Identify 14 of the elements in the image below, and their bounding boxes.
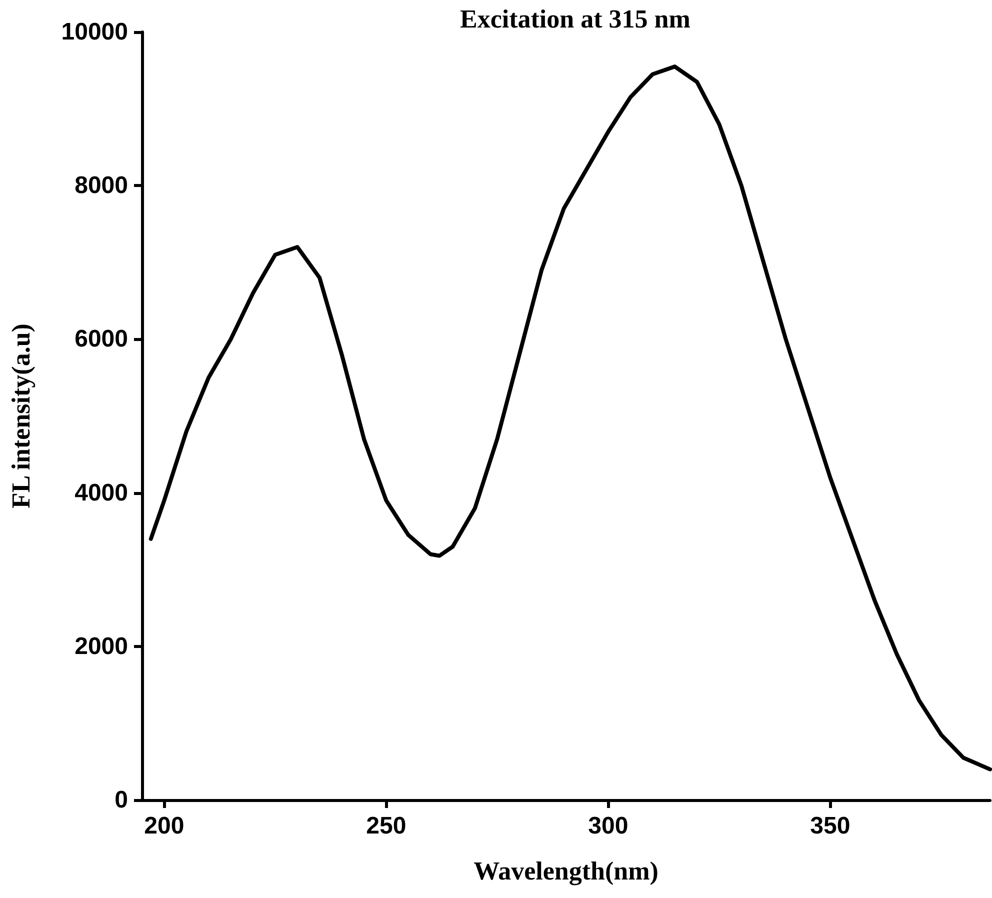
y-tick-label: 4000 [74, 479, 128, 506]
x-tick-label: 350 [810, 812, 850, 840]
x-tick-label: 200 [144, 812, 184, 840]
x-tick-label: 250 [366, 812, 406, 840]
x-axis-title: Wavelength(nm) [474, 856, 658, 886]
y-tick-label: 0 [114, 786, 128, 814]
line-series [148, 64, 992, 772]
y-tick-label: 8000 [74, 172, 128, 200]
y-tick-label: 10000 [61, 18, 128, 46]
y-tick-label: 2000 [74, 632, 128, 660]
annotation: Excitation at 315 nm [460, 4, 691, 34]
y-tick-label: 6000 [74, 326, 128, 353]
y-axis-title: FL intensity(a.u) [6, 324, 36, 508]
x-tick-label: 300 [588, 812, 628, 840]
